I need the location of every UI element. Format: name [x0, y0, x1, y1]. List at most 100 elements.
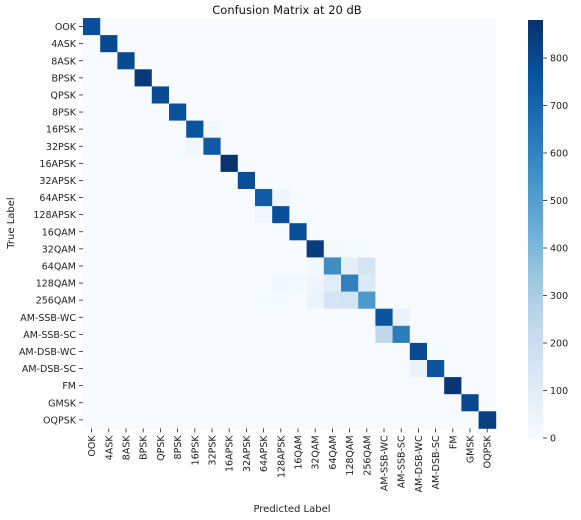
heatmap-cell: [323, 360, 342, 378]
heatmap-cell: [100, 240, 118, 258]
heatmap-cell: [272, 206, 290, 224]
heatmap-cell: [461, 69, 479, 87]
heatmap-cell: [358, 120, 376, 139]
heatmap-cell: [461, 120, 479, 139]
heatmap-cell: [255, 18, 273, 36]
heatmap-cell: [478, 52, 497, 70]
x-tick-label: 16QAM: [294, 435, 305, 469]
heatmap-cell: [255, 377, 273, 395]
heatmap-cell: [237, 35, 256, 53]
heatmap-cell: [461, 257, 479, 275]
x-tick-label: AM-DSB-SC: [431, 435, 442, 489]
heatmap-cell: [323, 411, 342, 429]
heatmap-cell: [134, 308, 153, 327]
heatmap-cells: [83, 18, 497, 429]
heatmap-cell: [169, 360, 187, 378]
heatmap-cell: [306, 52, 325, 70]
heatmap-cell: [169, 35, 187, 53]
heatmap-cell: [341, 377, 359, 395]
heatmap-cell: [392, 308, 411, 327]
heatmap-cell: [392, 291, 411, 310]
heatmap-cell: [444, 325, 462, 344]
heatmap-cell: [255, 394, 273, 412]
heatmap-cell: [237, 171, 256, 190]
heatmap-cell: [375, 223, 393, 241]
heatmap-cell: [375, 189, 393, 207]
heatmap-cell: [134, 394, 153, 412]
heatmap-cell: [323, 35, 342, 53]
heatmap-cell: [169, 291, 187, 310]
heatmap-cell: [117, 223, 135, 241]
heatmap-cell: [289, 257, 307, 275]
heatmap-cell: [272, 325, 290, 344]
heatmap-cell: [255, 411, 273, 429]
heatmap-cell: [323, 342, 342, 361]
heatmap-cell: [220, 120, 239, 139]
heatmap-cell: [272, 18, 290, 36]
heatmap-cell: [220, 411, 239, 429]
heatmap-cell: [409, 171, 428, 190]
heatmap-cell: [358, 308, 376, 327]
heatmap-cell: [427, 18, 445, 36]
heatmap-cell: [461, 377, 479, 395]
heatmap-cell: [255, 35, 273, 53]
heatmap-cell: [427, 325, 445, 344]
heatmap-cell: [392, 274, 411, 292]
heatmap-cell: [409, 154, 428, 173]
heatmap-cell: [444, 342, 462, 361]
heatmap-cell: [358, 171, 376, 190]
heatmap-cell: [323, 257, 342, 275]
heatmap-cell: [186, 342, 204, 361]
heatmap-cell: [203, 120, 221, 139]
heatmap-cell: [203, 35, 221, 53]
heatmap-cell: [461, 103, 479, 121]
heatmap-cell: [117, 377, 135, 395]
heatmap-cell: [409, 18, 428, 36]
heatmap-cell: [289, 274, 307, 292]
heatmap-cell: [117, 342, 135, 361]
heatmap-cell: [100, 103, 118, 121]
heatmap-cell: [289, 308, 307, 327]
heatmap-cell: [478, 274, 497, 292]
heatmap-cell: [186, 360, 204, 378]
heatmap-cell: [289, 360, 307, 378]
x-tick-label: GMSK: [466, 435, 477, 464]
heatmap-cell: [427, 342, 445, 361]
heatmap-cell: [375, 18, 393, 36]
heatmap-cell: [375, 240, 393, 258]
heatmap-cell: [461, 171, 479, 190]
heatmap-cell: [151, 308, 170, 327]
heatmap-cell: [220, 52, 239, 70]
heatmap-cell: [220, 257, 239, 275]
heatmap-cell: [237, 86, 256, 104]
heatmap-cell: [306, 360, 325, 378]
heatmap-cell: [323, 206, 342, 224]
heatmap-cell: [220, 394, 239, 412]
heatmap-cell: [151, 137, 170, 156]
heatmap-cell: [478, 325, 497, 344]
heatmap-cell: [272, 103, 290, 121]
heatmap-cell: [100, 325, 118, 344]
heatmap-cell: [409, 206, 428, 224]
heatmap-cell: [203, 154, 221, 173]
y-tick-label: 32APSK: [39, 176, 76, 187]
heatmap-cell: [237, 206, 256, 224]
heatmap-cell: [341, 137, 359, 156]
x-axis-label: Predicted Label: [253, 504, 330, 515]
heatmap-cell: [134, 291, 153, 310]
heatmap-cell: [444, 411, 462, 429]
heatmap-cell: [272, 240, 290, 258]
y-tick-label: AM-SSB-SC: [23, 330, 76, 341]
colorbar-tick-label: 600: [550, 149, 568, 160]
heatmap-cell: [444, 257, 462, 275]
heatmap-cell: [117, 52, 135, 70]
heatmap-cell: [461, 206, 479, 224]
heatmap-cell: [255, 171, 273, 190]
heatmap-cell: [289, 223, 307, 241]
y-tick-label: AM-SSB-WC: [20, 313, 76, 324]
heatmap-cell: [203, 360, 221, 378]
heatmap-cell: [272, 189, 290, 207]
heatmap-cell: [323, 137, 342, 156]
heatmap-cell: [100, 274, 118, 292]
heatmap-cell: [444, 394, 462, 412]
